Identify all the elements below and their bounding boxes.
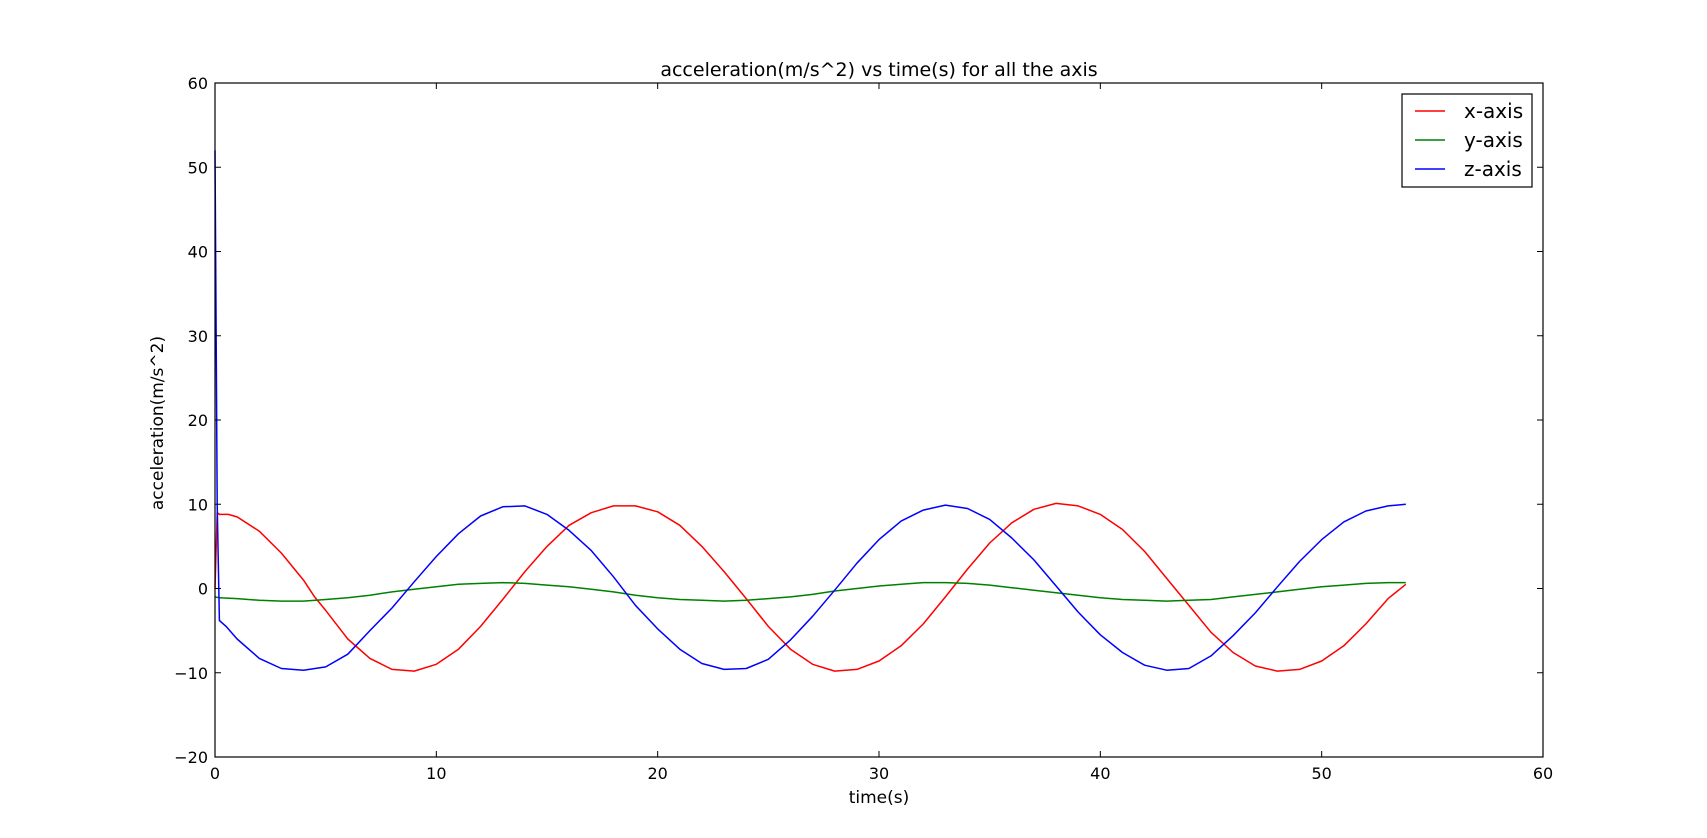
x-tick-label: 20 bbox=[647, 764, 667, 783]
legend-label-x-axis: x-axis bbox=[1464, 99, 1523, 123]
y-axis-label: acceleration(m/s^2) bbox=[148, 336, 168, 510]
y-tick-label: 0 bbox=[198, 580, 208, 599]
y-tick-label: −10 bbox=[174, 664, 208, 683]
x-tick-label: 0 bbox=[210, 764, 220, 783]
series-line-y-axis bbox=[214, 581, 1406, 602]
legend-label-z-axis: z-axis bbox=[1464, 157, 1522, 181]
x-tick-label: 50 bbox=[1311, 764, 1331, 783]
x-tick-label: 60 bbox=[1533, 764, 1553, 783]
y-tick-label: 30 bbox=[188, 327, 208, 346]
series-line-x-axis bbox=[214, 502, 1407, 672]
x-tick-label: 30 bbox=[869, 764, 889, 783]
legend: x-axis y-axis z-axis bbox=[1401, 93, 1533, 188]
x-tick-label: 40 bbox=[1090, 764, 1110, 783]
y-tick-label: 60 bbox=[188, 74, 208, 93]
series-line-z-axis bbox=[214, 150, 1406, 671]
chart-title: acceleration(m/s^2) vs time(s) for all t… bbox=[660, 59, 1097, 81]
y-tick-label: 10 bbox=[188, 495, 208, 514]
legend-label-y-axis: y-axis bbox=[1464, 128, 1523, 152]
series-layer bbox=[214, 150, 1407, 672]
tick-layer: 0 10 20 30 40 50 60 −20 −10 0 10 20 30 40 50 60 bbox=[174, 74, 1553, 783]
y-tick-label: 20 bbox=[188, 411, 208, 430]
y-tick-label: 50 bbox=[188, 158, 208, 177]
y-tick-label: 40 bbox=[188, 243, 208, 262]
x-axis-label: time(s) bbox=[849, 788, 910, 808]
x-tick-label: 10 bbox=[426, 764, 446, 783]
y-tick-label: −20 bbox=[174, 748, 208, 767]
plot-frame bbox=[214, 82, 1544, 758]
